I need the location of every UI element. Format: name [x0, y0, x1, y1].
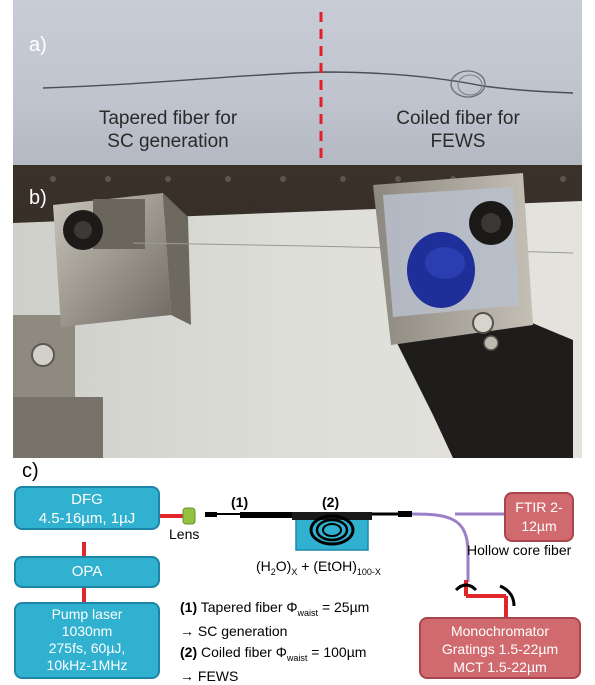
panel-a-graphics: [42, 12, 574, 165]
opa-title: OPA: [71, 563, 103, 580]
note-coiled-sub: waist: [286, 652, 308, 663]
tapered-fiber: [42, 71, 574, 94]
right-mount-screw2: [483, 335, 499, 351]
lens-label: Lens: [169, 526, 200, 542]
note-tapered-line1: (1) Tapered fiber Φwaist = 25µm: [180, 598, 369, 622]
note-coiled-line1: (2) Coiled fiber Φwaist = 100µm: [180, 643, 366, 667]
panel-c-schematic: [82, 507, 516, 618]
hollow-core-fiber: [411, 512, 470, 582]
caption-tapered: Tapered fiber for SC generation: [73, 107, 263, 153]
right-mount-base: [393, 315, 573, 458]
mixture-b: 2: [270, 566, 276, 577]
note-tapered-num: (1): [180, 599, 198, 615]
note-tapered-val: = 25µm: [318, 599, 370, 615]
mixture-d: X: [291, 566, 298, 577]
mixture-f: 100-X: [356, 566, 381, 577]
dfg-title: DFG: [71, 491, 103, 508]
mixture-c: O): [275, 558, 292, 574]
mixture-formula: (H2O)X + (EtOH)100-X: [256, 558, 381, 577]
ftir-box: FTIR 2- 12µm: [504, 492, 574, 542]
fiber-coil-mid: [315, 518, 349, 542]
monochromator-box: Monochromator Gratings 1.5-22µm MCT 1.5-…: [419, 617, 581, 679]
pump-laser-box: Pump laser 1030nm 275fs, 60µJ, 10kHz-1MH…: [14, 602, 160, 679]
note-coiled-arrow: → FEWS: [180, 667, 239, 684]
fiber-output-tip: [398, 511, 412, 517]
left-mount-screw: [31, 343, 55, 367]
note-coiled-text: Coiled fiber Φ: [197, 644, 287, 660]
hollow-core-label: Hollow core fiber: [467, 542, 572, 558]
mono-gratings: Gratings 1.5-22µm: [441, 641, 559, 657]
dfg-spec: 4.5-16µm, 1µJ: [38, 510, 136, 527]
ftir-line2: 12µm: [521, 518, 557, 534]
note-coiled: (2) Coiled fiber Φwaist = 100µm → FEWS: [180, 643, 366, 685]
mono-detector: MCT 1.5-22µm: [453, 659, 547, 675]
liquid-cuvette-highlight: [425, 247, 465, 279]
segment-2-label: (2): [322, 494, 340, 510]
mixture-a: (H: [256, 558, 271, 574]
caption-coiled: Coiled fiber for FEWS: [378, 107, 538, 153]
mirror-1: [454, 583, 478, 592]
note-tapered-arrow: → SC generation: [180, 622, 288, 639]
lens-icon: [182, 507, 196, 525]
segment-1-label: (1): [231, 494, 249, 510]
caption-tapered-line1: Tapered fiber for: [98, 108, 238, 129]
note-coiled-num: (2): [180, 644, 198, 660]
note-tapered-sub: waist: [297, 607, 319, 618]
left-mount-side: [163, 193, 191, 325]
dfg-box: DFG 4.5-16µm, 1µJ: [14, 486, 160, 530]
fiber-coil-outer: [309, 514, 355, 546]
fiber-coil-inner-c: [322, 523, 342, 537]
caption-coiled-line1: Coiled fiber for: [396, 108, 520, 129]
left-mount-knob-center: [74, 221, 92, 239]
caption-coiled-line2: FEWS: [430, 131, 486, 152]
panel-b-label: b): [29, 187, 47, 209]
ftir-line1: FTIR 2-: [515, 499, 563, 515]
caption-tapered-line2: SC generation: [107, 131, 229, 152]
panel-a-photo: a) Tapered fiber for SC generation Coile…: [13, 0, 582, 165]
mixture-e: + (EtOH): [297, 558, 357, 574]
right-mount-knob-center: [481, 213, 501, 233]
note-tapered: (1) Tapered fiber Φwaist = 25µm → SC gen…: [180, 598, 369, 640]
note-tapered-text: Tapered fiber Φ: [197, 599, 298, 615]
fiber-taper-thick: [240, 512, 298, 518]
left-mount-base: [13, 397, 103, 458]
mono-title: Monochromator: [450, 623, 550, 639]
right-mount-screw: [472, 312, 494, 334]
fiber-coil: [450, 70, 486, 98]
panel-b-photo: b): [13, 165, 582, 458]
pump-wavelength: 1030nm: [61, 623, 113, 639]
panel-a-label: a): [29, 34, 47, 56]
note-coiled-val: = 100µm: [307, 644, 367, 660]
fiber-input-tip: [205, 512, 217, 517]
panel-b-graphics: [13, 165, 582, 458]
panel-c-label: c): [22, 460, 39, 482]
mirror-2: [499, 584, 516, 607]
pump-rate: 10kHz-1MHz: [46, 657, 128, 673]
opa-box: OPA: [14, 556, 160, 588]
pump-title: Pump laser: [51, 606, 123, 622]
pump-pulse: 275fs, 60µJ,: [48, 640, 126, 656]
fiber-coil-inner: [457, 74, 483, 96]
